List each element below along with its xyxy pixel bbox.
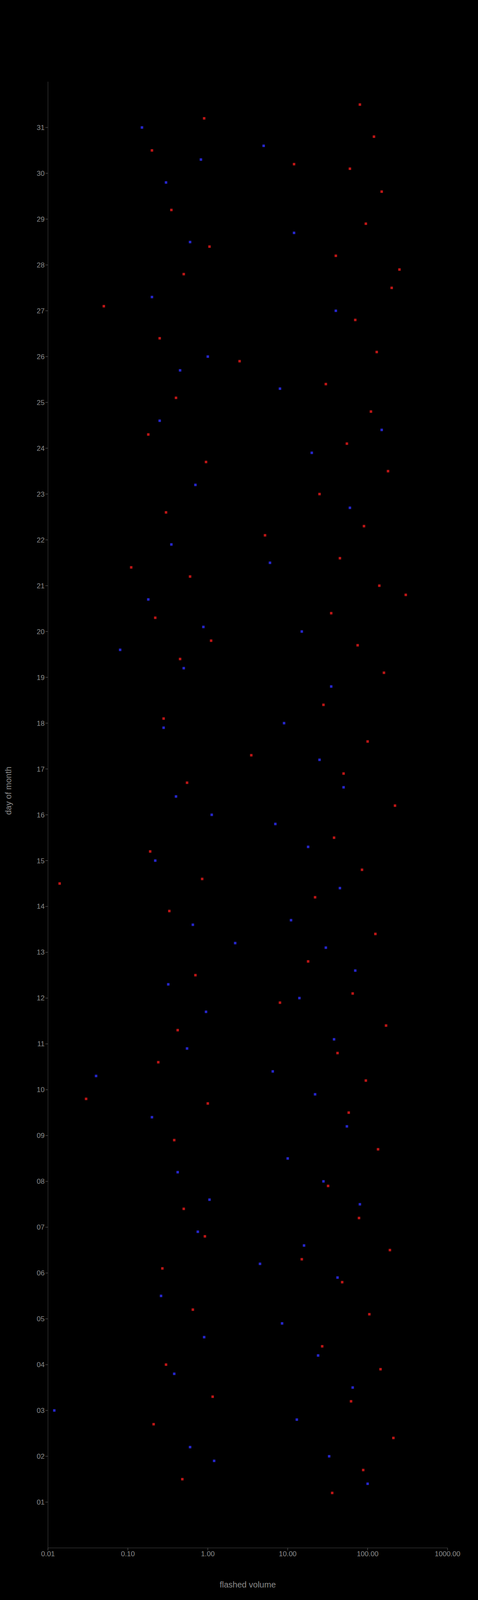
svg-text:15: 15 (36, 857, 45, 866)
svg-text:0.01: 0.01 (40, 1551, 55, 1560)
svg-text:0.10: 0.10 (120, 1551, 135, 1560)
svg-text:06: 06 (36, 1270, 45, 1279)
svg-text:1000.00: 1000.00 (434, 1551, 461, 1560)
svg-text:01: 01 (36, 1499, 45, 1508)
svg-text:10.00: 10.00 (279, 1551, 297, 1560)
svg-text:10: 10 (36, 1086, 45, 1095)
svg-text:29: 29 (36, 215, 45, 224)
svg-text:07: 07 (36, 1224, 45, 1233)
svg-text:16: 16 (36, 812, 45, 821)
svg-text:13: 13 (36, 949, 45, 958)
svg-text:20: 20 (36, 628, 45, 637)
svg-text:24: 24 (36, 445, 45, 453)
svg-text:31: 31 (36, 123, 45, 132)
svg-text:28: 28 (36, 261, 45, 270)
svg-text:21: 21 (36, 582, 45, 591)
svg-text:08: 08 (36, 1178, 45, 1187)
svg-text:day of month: day of month (3, 767, 13, 816)
svg-text:23: 23 (36, 490, 45, 499)
svg-text:26: 26 (36, 353, 45, 362)
svg-text:30: 30 (36, 169, 45, 178)
svg-text:1.00: 1.00 (201, 1551, 215, 1560)
svg-text:05: 05 (36, 1316, 45, 1325)
svg-text:flashed volume: flashed volume (219, 1581, 277, 1591)
svg-text:09: 09 (36, 1132, 45, 1141)
svg-text:14: 14 (36, 903, 45, 912)
svg-text:100.00: 100.00 (356, 1551, 379, 1560)
svg-text:11: 11 (37, 1041, 45, 1050)
svg-text:04: 04 (36, 1362, 45, 1371)
svg-text:12: 12 (36, 995, 45, 1004)
svg-text:18: 18 (36, 720, 45, 729)
svg-text:17: 17 (36, 766, 45, 775)
svg-text:25: 25 (36, 399, 45, 408)
svg-text:19: 19 (36, 674, 45, 683)
svg-text:02: 02 (36, 1454, 45, 1462)
svg-text:27: 27 (36, 307, 45, 316)
svg-text:03: 03 (36, 1408, 45, 1417)
svg-text:22: 22 (36, 536, 45, 545)
